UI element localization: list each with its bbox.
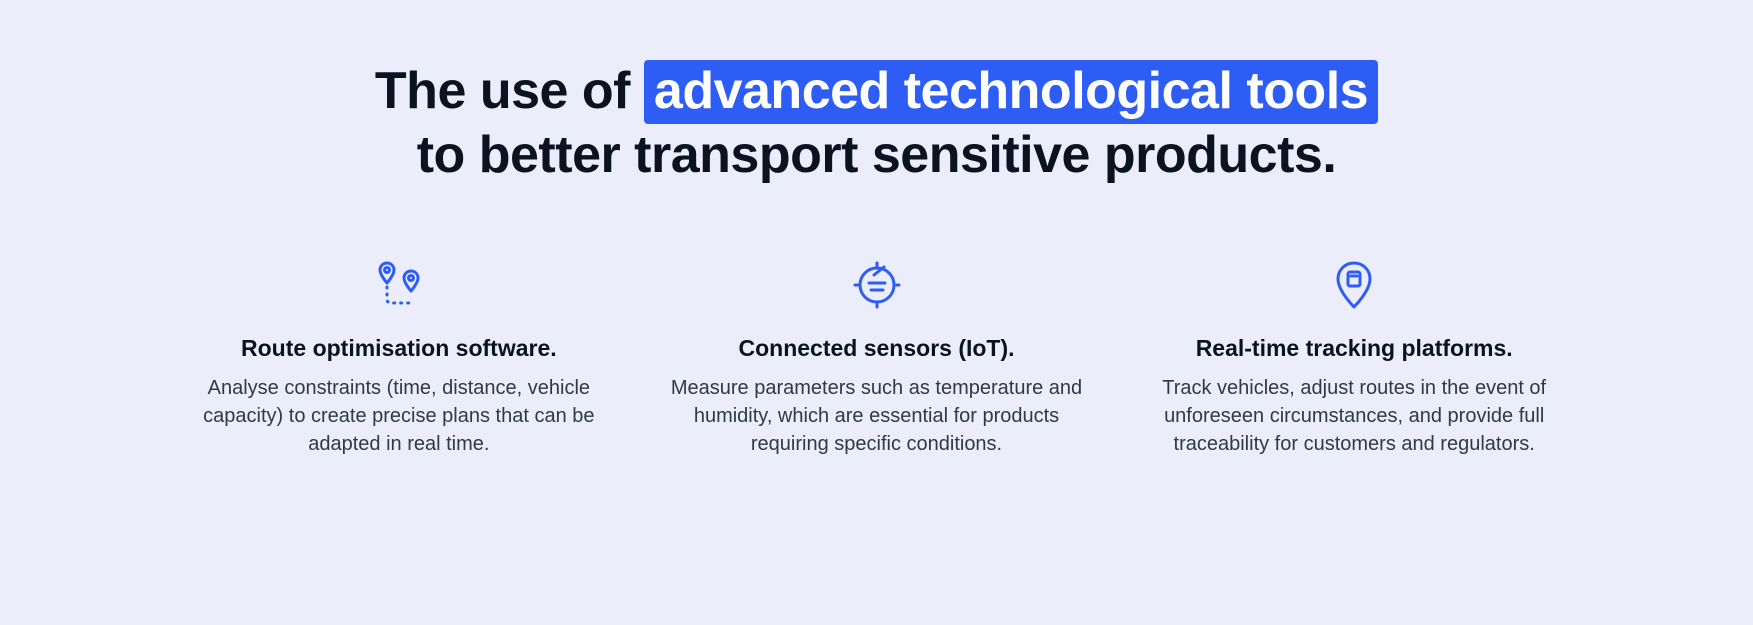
feature-title: Route optimisation software. (241, 335, 557, 362)
route-pins-icon (371, 257, 427, 313)
headline-pre: The use of (375, 62, 644, 120)
sensor-icon (849, 257, 905, 313)
feature-connected-sensors: Connected sensors (IoT). Measure paramet… (658, 257, 1096, 458)
headline: The use of advanced technological tools … (375, 60, 1378, 187)
feature-realtime-tracking: Real-time tracking platforms. Track vehi… (1135, 257, 1573, 458)
headline-post: to better transport sensitive products. (417, 126, 1337, 184)
features-row: Route optimisation software. Analyse con… (180, 257, 1573, 458)
headline-highlight: advanced technological tools (644, 60, 1378, 124)
infographic-container: The use of advanced technological tools … (0, 0, 1753, 625)
feature-route-optimisation: Route optimisation software. Analyse con… (180, 257, 618, 458)
feature-desc: Measure parameters such as temperature a… (668, 374, 1086, 458)
feature-title: Real-time tracking platforms. (1196, 335, 1513, 362)
tracking-pin-icon (1326, 257, 1382, 313)
feature-desc: Analyse constraints (time, distance, veh… (190, 374, 608, 458)
feature-title: Connected sensors (IoT). (738, 335, 1014, 362)
feature-desc: Track vehicles, adjust routes in the eve… (1145, 374, 1563, 458)
